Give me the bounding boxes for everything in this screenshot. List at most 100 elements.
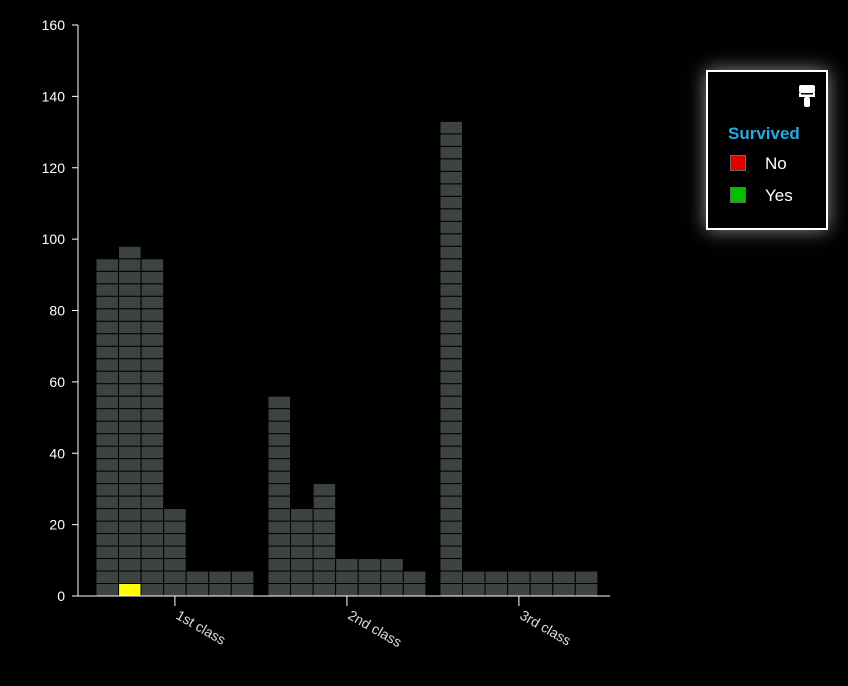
waffle-cell[interactable] [140,483,165,497]
waffle-cell[interactable] [140,495,165,510]
waffle-cell[interactable] [118,495,142,510]
waffle-cell[interactable] [462,570,486,585]
waffle-cell[interactable] [312,533,337,547]
waffle-cell[interactable] [439,270,464,285]
waffle-cell[interactable] [439,208,464,222]
waffle-cell[interactable] [439,420,464,435]
waffle-cell[interactable] [380,558,404,572]
waffle-cell[interactable] [118,345,142,360]
waffle-cell[interactable] [290,570,314,585]
waffle-cell[interactable] [208,570,232,585]
waffle-cell[interactable] [312,495,337,510]
waffle-cell[interactable] [267,420,292,435]
waffle-cell[interactable] [290,558,314,572]
waffle-cell[interactable] [118,545,142,560]
waffle-cell[interactable] [267,583,292,597]
waffle-cell[interactable] [439,120,464,135]
waffle-cell[interactable] [507,570,531,585]
waffle-cell[interactable] [439,383,464,397]
waffle-cell[interactable] [312,483,337,497]
waffle-cell[interactable] [439,558,464,572]
waffle-cell[interactable] [140,258,165,272]
waffle-cell[interactable] [95,558,120,572]
waffle-cell[interactable] [140,333,165,347]
waffle-cell[interactable] [140,583,165,597]
waffle-cell[interactable] [439,495,464,510]
waffle-cell[interactable] [439,545,464,560]
waffle-cell[interactable] [140,508,165,522]
waffle-cell[interactable] [267,470,292,485]
waffle-cell[interactable] [439,370,464,385]
waffle-cell[interactable] [140,458,165,472]
waffle-cell[interactable] [118,483,142,497]
waffle-cell[interactable] [163,583,187,597]
waffle-cell[interactable] [140,533,165,547]
waffle-cell[interactable] [439,245,464,260]
waffle-cell[interactable] [118,295,142,310]
waffle-cell[interactable] [529,570,554,585]
waffle-cell[interactable] [439,483,464,497]
waffle-cell[interactable] [163,520,187,535]
waffle-cell[interactable] [312,545,337,560]
waffle-cell[interactable] [439,158,464,172]
waffle-cell[interactable] [439,520,464,535]
waffle-cell[interactable] [290,583,314,597]
waffle-cell[interactable] [118,445,142,460]
waffle-cell[interactable] [118,433,142,447]
waffle-cell[interactable] [163,508,187,522]
waffle-cell[interactable] [552,570,576,585]
waffle-cell[interactable] [95,345,120,360]
waffle-cell[interactable] [267,495,292,510]
paint-brush-icon[interactable] [798,84,816,108]
waffle-cell[interactable] [267,395,292,410]
waffle-cell[interactable] [267,570,292,585]
waffle-cell[interactable] [230,583,255,597]
waffle-cell[interactable] [185,583,210,597]
waffle-cell[interactable] [290,508,314,522]
waffle-cell[interactable] [484,570,509,585]
waffle-cell[interactable] [439,183,464,197]
waffle-cell[interactable] [140,420,165,435]
waffle-cell[interactable] [267,545,292,560]
waffle-cell[interactable] [118,583,142,597]
waffle-cell[interactable] [140,345,165,360]
waffle-cell[interactable] [95,470,120,485]
waffle-cell[interactable] [290,545,314,560]
waffle-cell[interactable] [439,345,464,360]
waffle-cell[interactable] [140,408,165,422]
waffle-cell[interactable] [95,583,120,597]
waffle-cell[interactable] [140,308,165,322]
waffle-cell[interactable] [140,433,165,447]
waffle-cell[interactable] [439,258,464,272]
waffle-cell[interactable] [267,520,292,535]
waffle-cell[interactable] [95,433,120,447]
waffle-cell[interactable] [95,520,120,535]
waffle-cell[interactable] [140,358,165,372]
waffle-cell[interactable] [267,433,292,447]
waffle-cell[interactable] [95,458,120,472]
waffle-cell[interactable] [439,533,464,547]
waffle-cell[interactable] [439,308,464,322]
waffle-cell[interactable] [118,395,142,410]
waffle-cell[interactable] [140,570,165,585]
waffle-cell[interactable] [95,333,120,347]
waffle-cell[interactable] [118,308,142,322]
waffle-cell[interactable] [140,370,165,385]
waffle-cell[interactable] [118,283,142,297]
waffle-cell[interactable] [95,358,120,372]
waffle-cell[interactable] [95,420,120,435]
waffle-cell[interactable] [439,470,464,485]
waffle-cell[interactable] [267,558,292,572]
waffle-cell[interactable] [118,520,142,535]
waffle-cell[interactable] [118,320,142,335]
waffle-cell[interactable] [95,483,120,497]
waffle-cell[interactable] [118,333,142,347]
waffle-cell[interactable] [163,545,187,560]
waffle-cell[interactable] [335,583,359,597]
waffle-cell[interactable] [439,295,464,310]
waffle-cell[interactable] [118,258,142,272]
waffle-cell[interactable] [267,533,292,547]
waffle-cell[interactable] [439,508,464,522]
waffle-cell[interactable] [95,533,120,547]
waffle-cell[interactable] [290,520,314,535]
